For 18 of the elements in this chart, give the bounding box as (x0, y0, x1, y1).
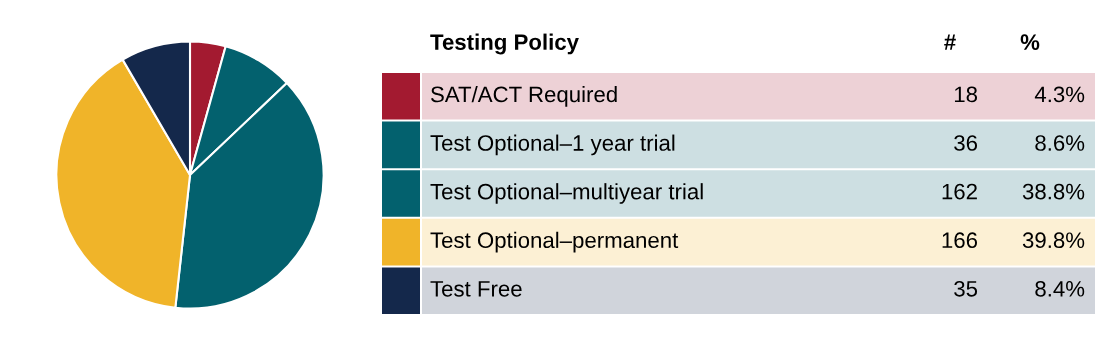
legend-label: Test Optional–multiyear trial (430, 183, 703, 204)
data-label: 8.4% (1035, 280, 1085, 297)
legend-title: Testing Policy (430, 33, 579, 55)
legend-label: Test Optional–permanent (430, 231, 679, 253)
data-label: 39.8% (1022, 232, 1085, 249)
legend-label: Test Free (430, 281, 522, 297)
legend-label: SAT/ACT Required (431, 85, 617, 107)
text: 162 (942, 183, 977, 200)
data-label: 38.8% (1022, 183, 1085, 200)
legend-label: Test Optional–1 year trial (430, 134, 675, 156)
text: 35 (954, 280, 978, 297)
text: 36 (954, 135, 978, 151)
text: # (944, 34, 956, 50)
text: % (1020, 34, 1040, 50)
text: 18 (954, 86, 978, 103)
data-label: 4.3% (1034, 86, 1085, 103)
text: 166 (942, 232, 978, 249)
data-label: 8.6% (1035, 135, 1085, 151)
